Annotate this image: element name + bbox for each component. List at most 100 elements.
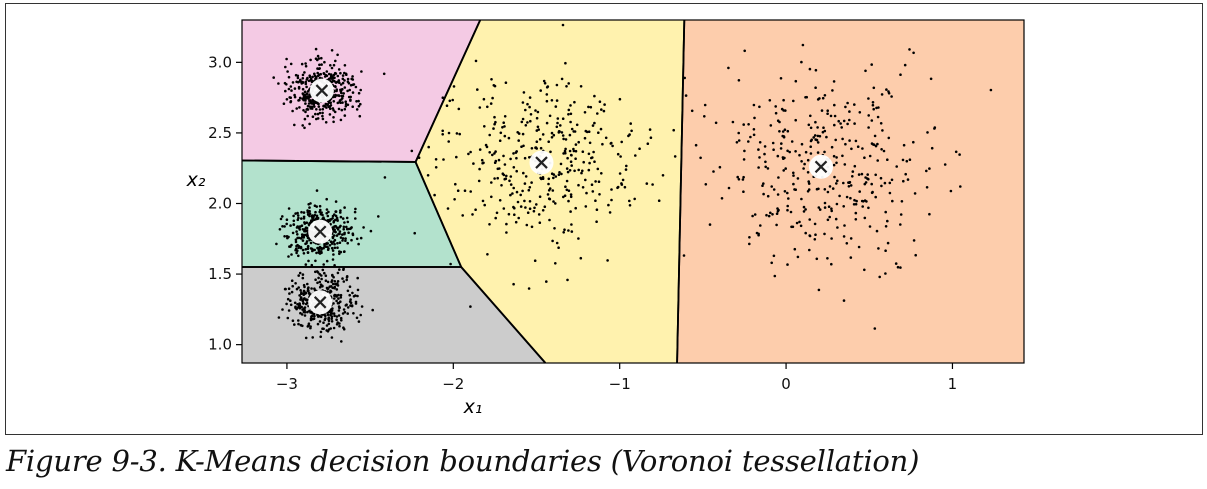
data-point (293, 123, 296, 127)
data-point (285, 218, 289, 221)
y-tick-label: 2.0 (208, 194, 232, 212)
data-point (295, 251, 298, 255)
data-point (338, 100, 341, 104)
data-point (832, 154, 836, 158)
data-point (559, 124, 562, 127)
data-point (534, 146, 538, 149)
data-point (312, 103, 316, 106)
data-point (600, 172, 603, 175)
data-point (638, 147, 641, 150)
data-point (876, 115, 880, 119)
data-point (333, 110, 337, 114)
data-point (331, 79, 335, 82)
data-point (324, 317, 327, 320)
data-point (768, 99, 772, 102)
data-point (339, 296, 343, 299)
data-point (891, 199, 894, 203)
data-point (633, 197, 636, 201)
data-point (472, 162, 475, 165)
data-point (741, 178, 745, 181)
data-point (318, 285, 322, 289)
data-point (325, 106, 328, 109)
data-point (304, 64, 308, 68)
data-point (543, 81, 547, 85)
data-point (763, 152, 766, 156)
data-point (297, 319, 300, 322)
data-point (912, 51, 915, 55)
data-point (646, 142, 650, 145)
data-point (882, 149, 886, 153)
data-point (469, 305, 472, 308)
data-point (536, 110, 540, 114)
data-point (296, 218, 300, 222)
data-point (350, 238, 353, 242)
data-point (300, 210, 303, 214)
data-point (351, 83, 355, 87)
data-point (559, 162, 563, 166)
data-point (359, 313, 363, 317)
data-point (872, 86, 876, 90)
data-point (835, 161, 838, 165)
data-point (293, 323, 296, 326)
data-point (569, 210, 572, 213)
data-point (446, 207, 450, 210)
data-point (512, 152, 515, 155)
data-point (766, 194, 770, 198)
data-point (594, 199, 597, 202)
data-point (289, 224, 292, 227)
data-point (449, 262, 452, 266)
data-point (286, 297, 290, 301)
data-point (298, 79, 302, 83)
data-point (329, 107, 332, 110)
data-point (290, 279, 294, 283)
data-point (306, 90, 310, 93)
data-point (591, 190, 595, 193)
data-point (434, 158, 438, 161)
data-point (323, 243, 326, 247)
data-point (341, 237, 345, 240)
data-point (306, 251, 310, 254)
data-point (493, 177, 496, 180)
data-point (804, 96, 807, 99)
data-point (835, 202, 839, 206)
data-point (333, 242, 336, 246)
data-point (533, 259, 537, 262)
data-point (301, 92, 305, 95)
data-point (515, 190, 519, 194)
data-point (319, 335, 323, 339)
data-point (342, 250, 346, 253)
data-point (574, 149, 578, 153)
data-point (545, 86, 549, 89)
data-point (619, 155, 622, 158)
data-point (848, 118, 851, 122)
data-point (795, 221, 799, 225)
data-point (783, 128, 787, 131)
data-point (312, 317, 316, 321)
data-point (600, 108, 603, 111)
data-point (565, 188, 569, 192)
data-point (587, 130, 591, 133)
data-point (895, 165, 898, 168)
data-point (807, 180, 810, 183)
data-point (624, 168, 628, 171)
data-point (520, 145, 523, 148)
data-point (815, 138, 819, 142)
data-point (336, 246, 339, 249)
data-point (598, 100, 602, 103)
data-point (877, 247, 880, 250)
data-point (880, 184, 883, 188)
data-point (763, 145, 767, 148)
data-point (289, 62, 293, 66)
data-point (535, 140, 539, 143)
data-point (645, 182, 649, 185)
data-point (329, 64, 332, 67)
data-point (345, 216, 349, 220)
data-point (316, 322, 320, 326)
data-point (583, 136, 587, 140)
centroid-x-mark (814, 160, 828, 174)
data-point (332, 326, 336, 330)
data-point (556, 117, 560, 120)
data-point (857, 245, 861, 249)
data-point (704, 183, 708, 186)
data-point (794, 188, 797, 191)
